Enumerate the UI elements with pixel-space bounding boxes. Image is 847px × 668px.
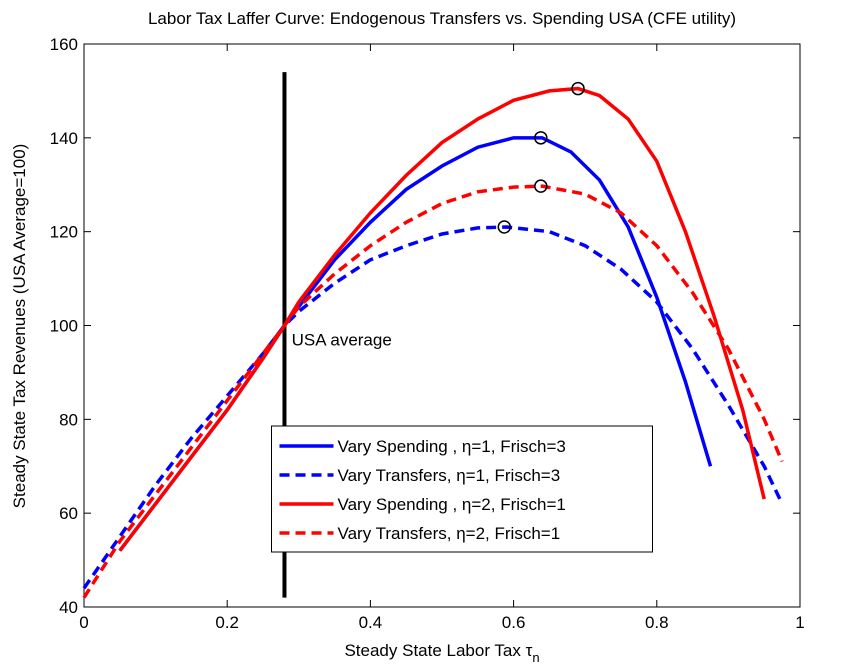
chart-title: Labor Tax Laffer Curve: Endogenous Trans…	[148, 9, 736, 28]
legend-box	[271, 425, 653, 553]
y-tick-label: 40	[59, 598, 78, 617]
x-tick-label: 0.8	[645, 613, 669, 632]
series-line	[118, 86, 766, 552]
x-tick-label: 0.4	[359, 613, 383, 632]
peak-marker	[497, 220, 512, 234]
y-tick-label: 80	[59, 410, 78, 429]
legend-label: Vary Transfers, η=1, Frisch=3	[338, 466, 561, 485]
y-tick-label: 100	[50, 317, 78, 336]
y-axis-label: Steady State Tax Revenues (USA Average=1…	[10, 144, 29, 509]
peak-marker	[534, 179, 548, 193]
y-tick-label: 60	[59, 504, 78, 523]
legend-label: Vary Transfers, η=2, Frisch=1	[338, 524, 561, 543]
peak-marker	[534, 131, 548, 145]
annotation: USA average	[292, 331, 392, 350]
series-line	[82, 184, 784, 599]
x-tick-label: 0.6	[502, 613, 526, 632]
x-tick-label: 0.2	[215, 613, 239, 632]
legend: Vary Spending , η=1, Frisch=3 Vary Transf…	[271, 425, 653, 553]
y-tick-label: 120	[50, 223, 78, 242]
legend-label: Vary Spending , η=2, Frisch=1	[338, 495, 566, 514]
x-tick-label: 1	[795, 613, 804, 632]
x-axis-label: Steady State Labor Tax τn	[344, 641, 539, 665]
x-tick-label: 0	[79, 613, 88, 632]
legend-label: Vary Spending , η=1, Frisch=3	[338, 437, 566, 456]
peak-marker	[571, 81, 585, 96]
series-line	[82, 225, 784, 590]
y-tick-label: 140	[50, 129, 78, 148]
y-tick-label: 160	[50, 35, 78, 54]
